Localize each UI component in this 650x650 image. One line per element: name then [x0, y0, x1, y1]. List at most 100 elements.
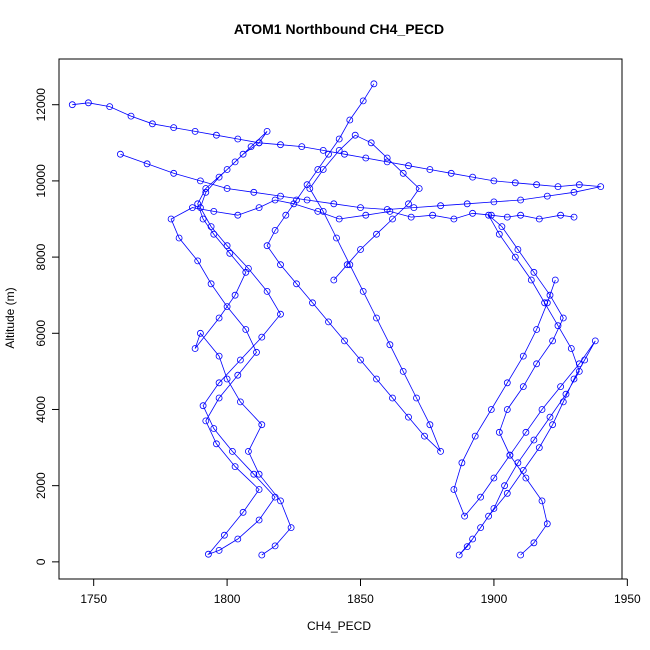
- data-point: [514, 459, 522, 467]
- data-point: [575, 360, 583, 368]
- data-point: [106, 103, 114, 110]
- data-point: [551, 276, 559, 284]
- data-point: [538, 497, 546, 505]
- data-point: [519, 352, 527, 360]
- data-point: [429, 211, 437, 219]
- data-point: [426, 421, 434, 429]
- data-point: [258, 551, 266, 559]
- data-point: [263, 127, 271, 135]
- data-layer: [68, 80, 605, 559]
- data-point: [557, 211, 564, 219]
- data-point: [263, 242, 271, 250]
- data-point: [450, 486, 458, 493]
- data-point: [517, 211, 524, 219]
- data-point: [373, 230, 380, 238]
- data-point: [559, 398, 567, 406]
- series-line: [170, 131, 575, 556]
- data-point: [255, 139, 263, 147]
- data-point: [335, 135, 343, 143]
- data-point: [399, 367, 407, 375]
- data-point: [413, 394, 420, 402]
- data-point: [212, 131, 220, 139]
- data-point: [319, 146, 327, 154]
- data-point: [421, 432, 428, 440]
- data-point: [591, 337, 599, 345]
- data-point: [258, 421, 266, 429]
- y-tick-label: 8000: [34, 243, 48, 270]
- data-point: [458, 459, 466, 467]
- data-point: [204, 550, 212, 558]
- data-point: [341, 150, 348, 158]
- data-point: [271, 196, 279, 204]
- data-point: [530, 539, 538, 547]
- data-point: [447, 169, 455, 177]
- data-point: [188, 204, 196, 212]
- data-point: [535, 444, 543, 452]
- data-point: [357, 246, 364, 253]
- data-point: [325, 318, 332, 326]
- data-point: [255, 470, 263, 478]
- data-point: [567, 345, 575, 352]
- data-point: [469, 173, 477, 181]
- data-point: [570, 213, 578, 221]
- data-point: [437, 447, 445, 455]
- data-point: [306, 185, 314, 192]
- data-point: [199, 215, 207, 223]
- data-point: [389, 215, 396, 223]
- data-point: [202, 185, 210, 192]
- data-point: [511, 253, 519, 261]
- data-point: [223, 242, 231, 250]
- data-point: [463, 200, 471, 208]
- data-point: [242, 326, 250, 333]
- data-point: [455, 551, 463, 559]
- data-point: [533, 181, 540, 189]
- data-point: [282, 211, 290, 219]
- data-point: [581, 356, 588, 364]
- data-point: [293, 196, 300, 204]
- data-point: [405, 200, 412, 208]
- data-point: [202, 188, 210, 196]
- data-point: [351, 131, 359, 139]
- y-axis: 0 2000 4000 6000 8000 10000 12000: [34, 88, 60, 565]
- data-point: [495, 428, 503, 436]
- data-point: [514, 246, 522, 253]
- data-point: [215, 314, 223, 322]
- data-point: [202, 417, 210, 425]
- data-point: [191, 127, 199, 135]
- x-tick-label: 1750: [80, 592, 107, 606]
- series-2: [263, 80, 445, 455]
- data-point: [167, 215, 175, 223]
- data-point: [239, 150, 247, 158]
- data-point: [117, 150, 124, 158]
- data-point: [255, 486, 263, 493]
- data-point: [543, 192, 551, 200]
- x-tick-label: 1900: [481, 592, 508, 606]
- data-point: [517, 196, 524, 204]
- data-point: [271, 542, 279, 550]
- data-point: [370, 80, 378, 88]
- data-point: [314, 207, 322, 215]
- data-point: [277, 141, 284, 149]
- data-point: [503, 379, 511, 387]
- data-point: [335, 215, 343, 223]
- data-point: [383, 154, 391, 162]
- data-point: [223, 303, 231, 311]
- series-3: [68, 99, 605, 213]
- data-point: [405, 162, 412, 170]
- data-point: [527, 276, 535, 284]
- data-point: [549, 421, 556, 429]
- data-point: [490, 474, 498, 482]
- series-1: [450, 211, 599, 559]
- data-point: [223, 185, 231, 192]
- data-point: [234, 135, 242, 143]
- data-point: [271, 493, 279, 501]
- data-point: [196, 329, 204, 337]
- data-point: [575, 367, 583, 375]
- data-point: [223, 166, 231, 173]
- data-point: [298, 143, 306, 151]
- data-point: [383, 206, 391, 213]
- data-point: [277, 261, 284, 269]
- data-point: [127, 112, 135, 120]
- data-point: [239, 508, 247, 516]
